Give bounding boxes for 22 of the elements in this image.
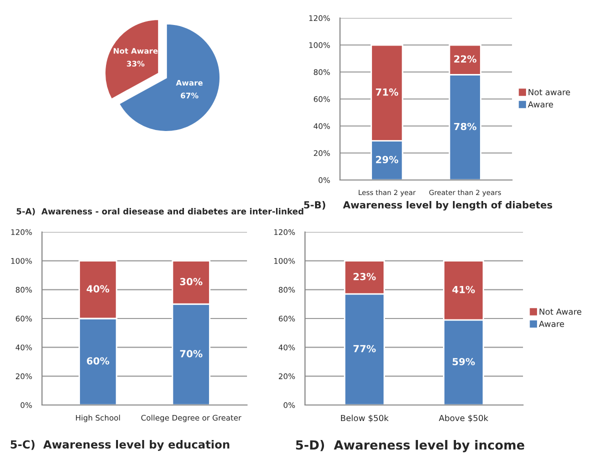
data-label: 29% [376, 156, 398, 164]
text: 5-C) Awareness level by education [10, 440, 230, 451]
text: 5-A) Awareness - oral diesease and diabetes are inter-linked [16, 208, 304, 216]
text: 5-D) Awareness level by income [296, 440, 524, 452]
legend-label: Aware [528, 101, 554, 108]
data-label: 59% [452, 358, 475, 366]
data-label: 41% [452, 286, 475, 294]
data-label: 70% [180, 350, 202, 358]
data-label: 60% [86, 357, 110, 365]
data-label: 30% [180, 278, 202, 286]
data-label: 77% [353, 344, 376, 352]
legend-label: Not aware [528, 89, 570, 96]
data-label: 22% [454, 55, 476, 63]
text: 5-B) Awareness level by length of diabetes [304, 201, 552, 210]
data-label: 40% [86, 285, 110, 292]
x-tick-label: Below $50k [341, 414, 389, 422]
legend-label: Not Aware [540, 308, 582, 315]
data-label: 78% [454, 122, 476, 130]
data-label: 71% [376, 88, 398, 96]
x-tick-label: Above $50k [438, 414, 488, 422]
legend-label: Aware [538, 320, 564, 328]
data-label: 23% [354, 272, 376, 280]
